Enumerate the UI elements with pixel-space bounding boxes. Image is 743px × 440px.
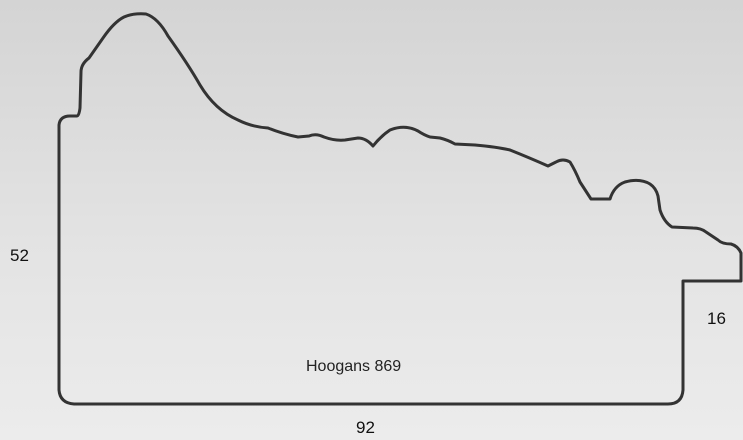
profile-outline (57, 12, 743, 406)
width-dimension-label: 92 (356, 418, 375, 437)
lip-dimension-label: 16 (707, 309, 726, 328)
height-dimension-label: 52 (10, 246, 29, 265)
profile-name-label: Hoogans 869 (306, 358, 402, 375)
